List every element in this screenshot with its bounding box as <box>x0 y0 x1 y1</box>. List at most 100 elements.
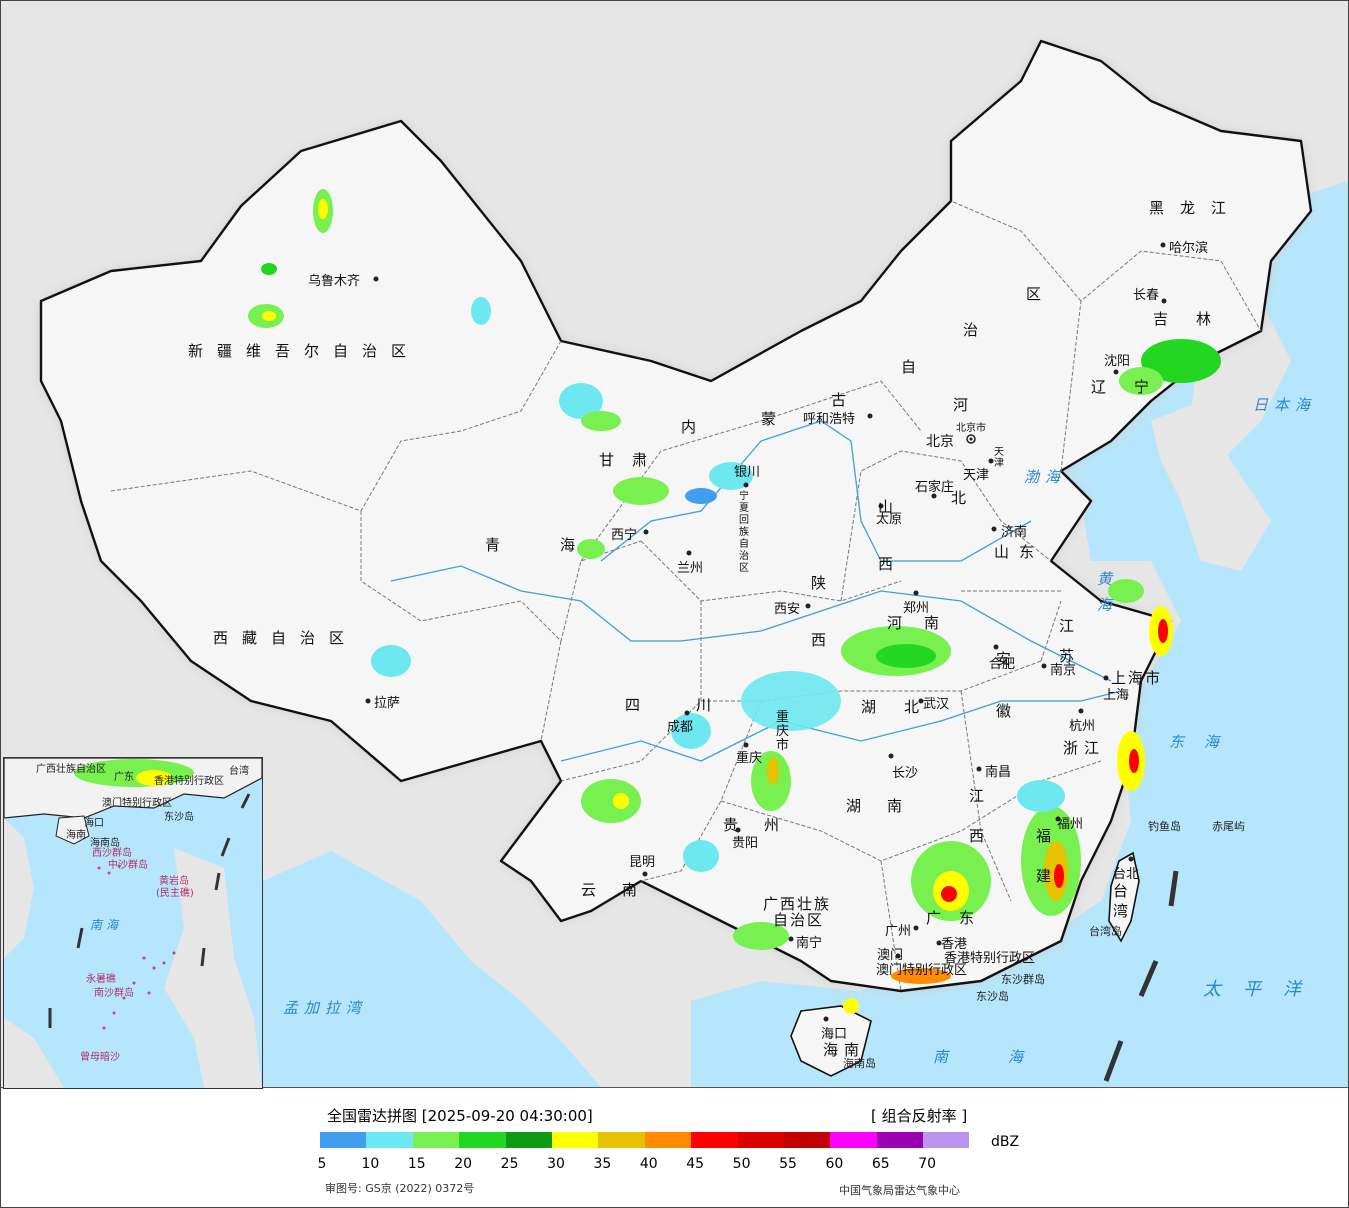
color-swatch <box>830 1132 877 1148</box>
province-heilongjiang: 黑龙江 <box>1149 199 1243 217</box>
city-hangzhou: 杭州 <box>1069 719 1096 734</box>
province-hunan: 湖南 <box>846 797 929 815</box>
approval-number: 审图号: GS京 (2022) 0372号 <box>325 1182 475 1195</box>
province-guizhou: 贵州 <box>723 816 806 834</box>
inset-hk: 香港特别行政区 <box>154 776 224 787</box>
inset-south-sea: 南海 <box>90 918 123 932</box>
city-lhasa: 拉萨 <box>374 696 401 711</box>
product-name: [ 组合反射率 ] <box>871 1107 968 1125</box>
scale-tick: 35 <box>593 1156 612 1172</box>
province-xinjiang: 新疆维吾尔自治区 <box>188 342 421 360</box>
province-hubei: 湖北 <box>861 698 948 716</box>
province-jiangsu: 江苏 <box>1059 617 1075 665</box>
scale-tick: 30 <box>547 1156 565 1172</box>
province-neimenggu-2: 蒙 <box>761 410 791 428</box>
province-qinghai: 青海 <box>485 536 636 554</box>
city-guangzhou: 广州 <box>885 924 912 939</box>
city-shenyang: 沈阳 <box>1104 354 1131 369</box>
city-wuhan: 武汉 <box>923 697 950 712</box>
sea-yellow: 黄海 <box>1097 570 1113 614</box>
scale-tick: 10 <box>361 1156 380 1172</box>
city-shijiazhuang: 石家庄 <box>915 480 955 495</box>
city-haikou: 海口 <box>821 1027 848 1042</box>
province-gansu: 甘肃 <box>599 451 666 469</box>
province-neimenggu-5: 治 <box>963 321 993 339</box>
inset-dongsha: 东沙岛 <box>164 812 194 823</box>
scale-tick: 15 <box>407 1156 426 1172</box>
inset-zengmu: 曾母暗沙 <box>80 1052 120 1063</box>
province-xizang: 西藏自治区 <box>213 629 359 647</box>
rivers <box>390 420 1122 762</box>
scale-tick: 50 <box>732 1156 751 1172</box>
province-borders <box>110 200 1262 992</box>
province-tianjin: 天津 <box>994 447 1004 469</box>
city-yinchuan: 银川 <box>734 465 761 480</box>
island-hainan: 海南岛 <box>843 1057 876 1070</box>
inset-huangyan-sub: (民主礁) <box>156 888 194 899</box>
color-swatch <box>505 1132 552 1148</box>
city-chengdu: 成都 <box>667 720 694 735</box>
province-neimenggu-6: 区 <box>1026 285 1056 303</box>
city-harbin: 哈尔滨 <box>1169 241 1209 256</box>
province-neimenggu-4: 自 <box>901 358 931 376</box>
city-tianjin: 天津 <box>963 468 990 483</box>
province-guangdong: 广东 <box>926 909 993 927</box>
sea-pacific: 太平洋 <box>1203 979 1323 1000</box>
province-shaanxi: 陕西 <box>811 574 827 649</box>
province-jilin: 吉林 <box>1153 310 1240 328</box>
city-markers <box>365 242 1167 1022</box>
scale-tick: 20 <box>454 1156 473 1172</box>
city-taipei: 台北 <box>1113 867 1140 882</box>
island-diaoyu: 钓鱼岛 <box>1148 820 1181 833</box>
city-hohhot: 呼和浩特 <box>803 412 856 427</box>
island-chiwei: 赤尾屿 <box>1212 820 1245 833</box>
sea-bohai: 渤海 <box>1024 468 1067 486</box>
inset-huangyan: 黄岩岛 <box>159 876 189 887</box>
province-chongqing: 重庆市 <box>776 710 790 753</box>
province-anhui: 安徽 <box>996 650 1012 720</box>
inset-macau: 澳门特别行政区 <box>102 798 172 809</box>
radar-echoes <box>248 189 1221 1014</box>
color-swatch <box>551 1132 599 1148</box>
province-macau: 澳门特别行政区 <box>876 963 968 978</box>
province-hongkong: 香港特别行政区 <box>944 951 1036 966</box>
scale-tick: 55 <box>779 1156 797 1172</box>
city-chongqing: 重庆 <box>736 751 763 766</box>
inset-hainan: 海南 <box>66 830 86 841</box>
unit-label: dBZ <box>991 1134 1020 1150</box>
color-swatch <box>459 1132 506 1148</box>
scale-tick: 25 <box>500 1156 519 1172</box>
city-hongkong: 香港 <box>941 937 968 952</box>
korea-land <box>1151 401 1271 571</box>
city-guiyang: 贵阳 <box>732 836 759 851</box>
color-swatch <box>691 1132 738 1148</box>
south-china-sea-inset[interactable]: 广西壮族自治区 广东 台湾 香港特别行政区 澳门特别行政区 东沙岛 海口 海南 … <box>3 757 263 1089</box>
island-dongsha: 东沙岛 <box>976 990 1009 1003</box>
color-swatch <box>320 1132 367 1148</box>
province-hebei-2: 北 <box>951 489 981 507</box>
province-ningxia: 宁夏回族自治区 <box>739 491 749 574</box>
province-guangxi-1: 广西壮族 <box>763 895 832 913</box>
sea-bengal: 孟加拉湾 <box>283 999 368 1017</box>
map-canvas <box>39 39 1348 1087</box>
city-taiyuan: 太原 <box>876 512 903 527</box>
city-urumqi: 乌鲁木齐 <box>308 274 361 289</box>
agency-name: 中国气象局雷达气象中心 <box>839 1184 960 1197</box>
province-shandong: 山东 <box>994 543 1045 561</box>
scale-tick: 40 <box>639 1156 658 1172</box>
province-guangxi-2: 自治区 <box>773 911 825 929</box>
province-yunnan: 云南 <box>581 881 664 899</box>
island-taiwan: 台湾岛 <box>1089 925 1122 938</box>
scale-tick: 60 <box>825 1156 844 1172</box>
map-area[interactable]: 新疆维吾尔自治区 西藏自治区 青海 甘肃 内 蒙 古 自 治 区 黑龙江 吉林 … <box>1 1 1348 1089</box>
city-changchun: 长春 <box>1133 288 1160 303</box>
color-swatch <box>598 1132 645 1148</box>
city-nanning: 南宁 <box>796 936 823 951</box>
color-scale <box>320 1132 970 1148</box>
inset-taiwan: 台湾 <box>229 766 249 777</box>
city-shanghai: 上海 <box>1103 688 1130 703</box>
inset-canvas <box>4 758 262 1088</box>
legend-title: 全国雷达拼图 [2025-09-20 04:30:00] <box>327 1107 593 1125</box>
city-jinan: 济南 <box>1001 525 1028 540</box>
